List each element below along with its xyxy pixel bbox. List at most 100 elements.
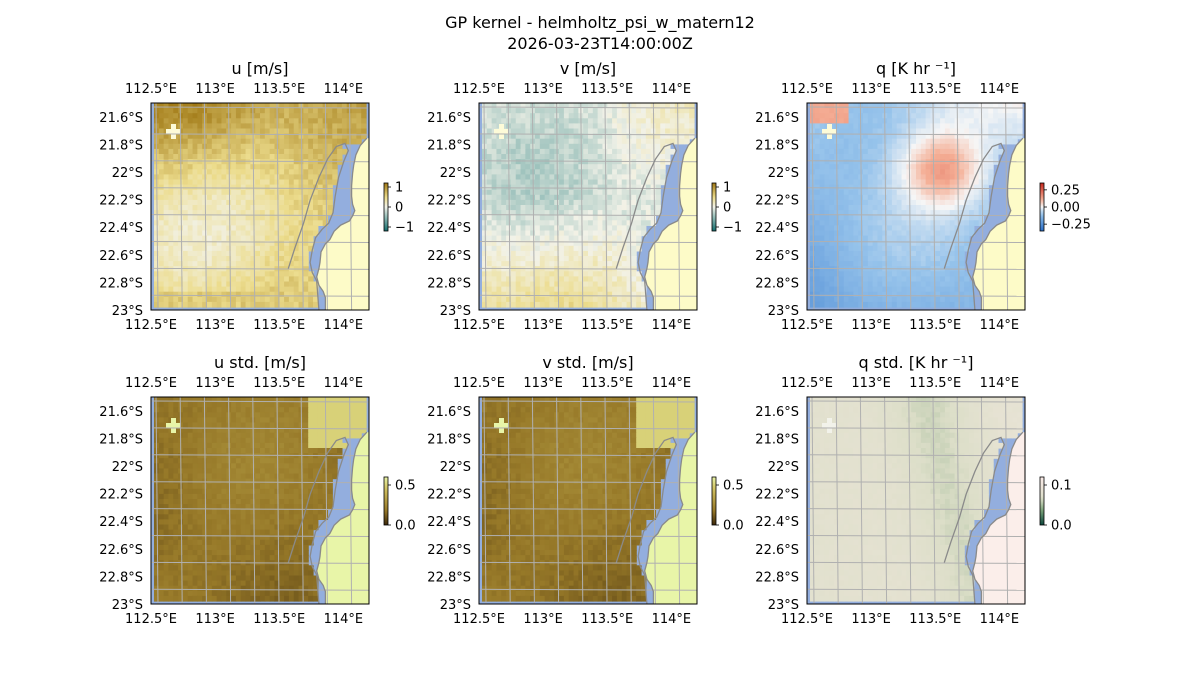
heatmap-cell — [882, 235, 888, 242]
heatmap-cell — [645, 143, 652, 150]
heatmap-cell — [824, 174, 830, 181]
heatmap-cell — [211, 199, 218, 206]
heatmap-cell — [650, 215, 657, 221]
heatmap-cell — [235, 159, 242, 165]
heatmap-cell — [207, 427, 213, 434]
heatmap-cell — [482, 266, 488, 272]
heatmap-cell — [906, 189, 912, 196]
heatmap-cell — [602, 245, 608, 252]
heatmap-cell — [988, 113, 994, 119]
heatmap-cell — [612, 194, 618, 201]
heatmap-cell — [288, 174, 295, 181]
heatmap-cell — [983, 148, 989, 155]
heatmap-cell — [178, 225, 184, 232]
heatmap-cell — [853, 291, 859, 298]
heatmap-cell — [834, 235, 840, 242]
heatmap-cell — [573, 103, 579, 109]
heatmap-cell — [173, 179, 179, 186]
heatmap-cell — [616, 133, 623, 140]
heatmap-cell — [317, 205, 324, 211]
heatmap-cell — [154, 301, 160, 308]
heatmap-cell — [645, 189, 652, 196]
heatmap-cell — [260, 427, 266, 434]
heatmap-cell — [182, 154, 189, 160]
heatmap-cell — [255, 123, 261, 130]
heatmap-cell — [496, 118, 502, 124]
heatmap-cell — [351, 402, 357, 408]
heatmap-cell — [250, 184, 256, 191]
heatmap-cell — [621, 210, 628, 216]
lat-tick-label: 23°S — [768, 304, 799, 319]
heatmap-cell — [944, 261, 951, 267]
heatmap-cell — [959, 301, 965, 308]
heatmap-cell — [872, 184, 879, 191]
heatmap-cell — [877, 123, 883, 130]
heatmap-cell — [679, 138, 685, 145]
heatmap-cell — [293, 143, 300, 150]
heatmap-cell — [964, 133, 970, 140]
heatmap-cell — [559, 301, 565, 308]
heatmap-cell — [158, 210, 165, 216]
heatmap-cell — [549, 103, 555, 109]
heatmap-cell — [969, 154, 975, 160]
heatmap-cell — [877, 291, 883, 298]
heatmap-cell — [539, 256, 546, 262]
heatmap-cell — [964, 113, 970, 119]
heatmap-cell — [684, 128, 690, 135]
heatmap-cell — [988, 123, 994, 130]
heatmap-cell — [588, 225, 594, 232]
heatmap-cell — [539, 194, 546, 201]
heatmap-cell — [940, 174, 946, 181]
heatmap-cell — [882, 281, 888, 288]
heatmap-cell — [250, 189, 256, 196]
heatmap-cell — [535, 210, 541, 216]
heatmap-cell — [911, 261, 917, 267]
heatmap-cell — [940, 220, 946, 226]
heatmap-cell — [959, 271, 965, 277]
heatmap-cell — [959, 230, 965, 237]
heatmap-cell — [235, 174, 242, 181]
heatmap-cell — [279, 225, 285, 232]
heatmap-cell — [341, 412, 348, 418]
heatmap-cell — [636, 291, 642, 298]
heatmap-cell — [877, 205, 883, 211]
heatmap-cell — [877, 250, 883, 257]
heatmap-cell — [255, 432, 261, 439]
heatmap-cell — [863, 261, 869, 267]
heatmap-cell — [626, 169, 632, 175]
heatmap-cell — [549, 210, 555, 216]
heatmap-cell — [284, 103, 290, 109]
heatmap-cell — [925, 230, 932, 237]
heatmap-cell — [482, 301, 488, 308]
lon-tick-label-top: 113.5°E — [253, 82, 305, 97]
heatmap-cell — [525, 271, 531, 277]
heatmap-cell — [568, 240, 575, 247]
heatmap-cell — [814, 189, 821, 196]
heatmap-cell — [303, 133, 309, 140]
heatmap-cell — [231, 281, 237, 288]
heatmap-cell — [949, 286, 956, 293]
heatmap-cell — [308, 432, 314, 439]
heatmap-cell — [969, 225, 975, 232]
heatmap-cell — [559, 138, 565, 145]
heatmap-cell — [920, 164, 927, 170]
heatmap-cell — [853, 240, 859, 247]
heatmap-cell — [583, 103, 589, 109]
heatmap-cell — [187, 250, 194, 257]
heatmap-cell — [269, 240, 276, 247]
heatmap-cell — [616, 184, 623, 191]
heatmap-cell — [496, 296, 502, 303]
heatmap-cell — [539, 199, 546, 206]
heatmap-cell — [636, 184, 642, 191]
heatmap-cell — [944, 291, 951, 298]
heatmap-cell — [535, 189, 541, 196]
heatmap-cell — [612, 220, 618, 226]
heatmap-cell — [245, 148, 251, 155]
heatmap-cell — [848, 220, 854, 226]
heatmap-cell — [838, 256, 845, 262]
heatmap-cell — [207, 154, 213, 160]
heatmap-cell — [197, 133, 203, 140]
heatmap-cell — [496, 281, 502, 288]
coastline-spit — [615, 142, 678, 310]
heatmap-cell — [535, 103, 541, 109]
